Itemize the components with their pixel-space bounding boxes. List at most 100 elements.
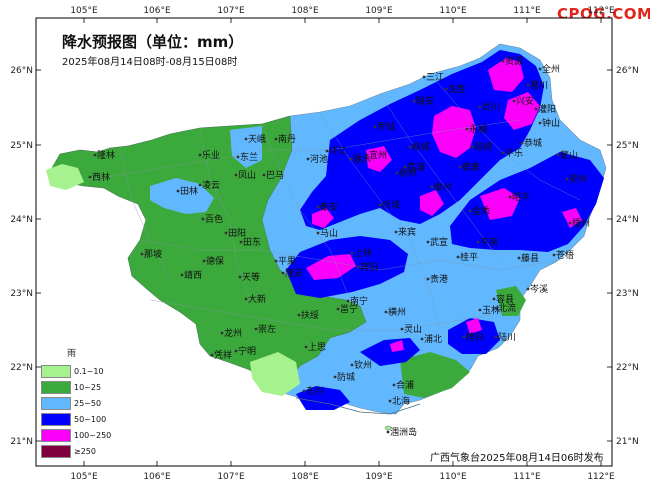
city-label: 上思 [308, 342, 326, 353]
city-dot [534, 107, 538, 111]
city-label: 扶绥 [301, 309, 319, 321]
city-label: 全州 [542, 63, 560, 75]
city-label: 陆川 [498, 331, 516, 343]
city-dot [426, 240, 430, 244]
city-dot [244, 137, 248, 141]
city-label: 钦州 [354, 359, 372, 371]
city-dot [526, 287, 530, 291]
city-label: 隆安 [285, 267, 303, 279]
axis-ticks [36, 18, 612, 466]
city-dot [316, 205, 320, 209]
city-dot [350, 363, 354, 367]
city-dot [176, 189, 180, 193]
city-dot [180, 273, 184, 277]
city-label: 三江 [426, 72, 444, 83]
city-label: 永福 [469, 123, 487, 135]
city-label: 阳朔 [474, 141, 492, 153]
city-dot [412, 99, 416, 103]
city-dot [426, 277, 430, 281]
city-dot [508, 195, 512, 199]
legend-label: ≥250 [74, 446, 96, 456]
city-dot [512, 99, 516, 103]
city-dot [220, 331, 224, 335]
city-label: 平乐 [505, 147, 523, 159]
lon-label-bottom: 108°E [291, 472, 319, 482]
city-label: 都安 [320, 201, 338, 213]
city-label: 钟山 [542, 117, 560, 129]
city-label: 桂平 [460, 251, 478, 263]
city-label: 凌云 [202, 179, 220, 191]
lon-label-top: 105°E [70, 6, 98, 16]
axis-tick-labels: 105°E 105°E 106°E 106°E 107°E 107°E 108°E 108°E… [10, 6, 638, 482]
legend-swatch [41, 412, 71, 426]
legend-label: 50~100 [74, 414, 107, 424]
city-label: 昭平 [512, 192, 530, 203]
region-100-250-i [562, 208, 582, 228]
city-label: 灵山 [404, 324, 422, 335]
city-label: 邕宁 [340, 303, 358, 315]
city-label: 柳城 [412, 141, 430, 153]
city-dot [552, 253, 556, 257]
lat-label-left: 23°N [10, 289, 33, 299]
legend-swatch [41, 428, 71, 442]
city-dot [373, 125, 377, 129]
city-dot [422, 75, 426, 79]
city-dot [333, 375, 337, 379]
weizhou-island [384, 425, 392, 431]
lat-label-left: 26°N [10, 66, 33, 76]
city-dot [336, 307, 340, 311]
city-dot [430, 185, 434, 189]
city-label: 田林 [180, 185, 198, 197]
city-label: 北海 [392, 395, 410, 407]
city-dot [356, 265, 360, 269]
city-dot [468, 209, 472, 213]
city-dot [274, 259, 278, 263]
city-dot [462, 335, 466, 339]
city-label: 德保 [206, 255, 224, 267]
city-dot [400, 327, 404, 331]
city-label: 柳州 [399, 167, 417, 179]
legend-item: 100~250 [41, 427, 136, 443]
city-dot [403, 165, 407, 169]
city-dot [538, 67, 542, 71]
city-label: 北流 [498, 302, 516, 314]
city-dot [346, 299, 350, 303]
lat-label-left: 21°N [10, 437, 33, 447]
city-dot [494, 335, 498, 339]
lon-label-bottom: 111°E [513, 472, 541, 482]
city-label: 藤县 [521, 252, 539, 264]
region-0-10-south [250, 352, 300, 396]
lon-label-bottom: 107°E [217, 472, 245, 482]
city-label: 贺州 [569, 173, 587, 185]
city-dot [408, 145, 412, 149]
city-label: 涠洲岛 [390, 426, 417, 438]
city-dot [456, 255, 460, 259]
lon-label-bottom: 105°E [70, 472, 98, 482]
city-dot [392, 383, 396, 387]
region-50-100-south [360, 338, 420, 366]
city-label: 浦北 [424, 333, 442, 345]
city-label: 南宁 [350, 295, 368, 307]
legend-label: 10~25 [74, 382, 102, 392]
city-label: 隆林 [97, 149, 115, 161]
city-label: 防城 [337, 371, 355, 383]
lon-label-top: 110°E [439, 6, 467, 16]
city-dot [565, 177, 569, 181]
region-25-50-inset [150, 178, 214, 214]
city-dot [316, 231, 320, 235]
lon-label-bottom: 109°E [365, 472, 393, 482]
city-dot [470, 145, 474, 149]
city-label: 兴安 [516, 95, 534, 107]
city-label: 田阳 [228, 228, 246, 239]
region-50-100-north [300, 50, 544, 230]
city-dot [501, 59, 505, 63]
city-label: 凭祥 [214, 349, 232, 361]
legend-title: 雨 [67, 349, 77, 359]
city-label: 金秀 [472, 205, 490, 217]
legend-label: 100~250 [74, 430, 112, 440]
city-dot [568, 221, 572, 225]
city-dot [239, 240, 243, 244]
city-dot [501, 151, 505, 155]
city-dot [325, 149, 329, 153]
